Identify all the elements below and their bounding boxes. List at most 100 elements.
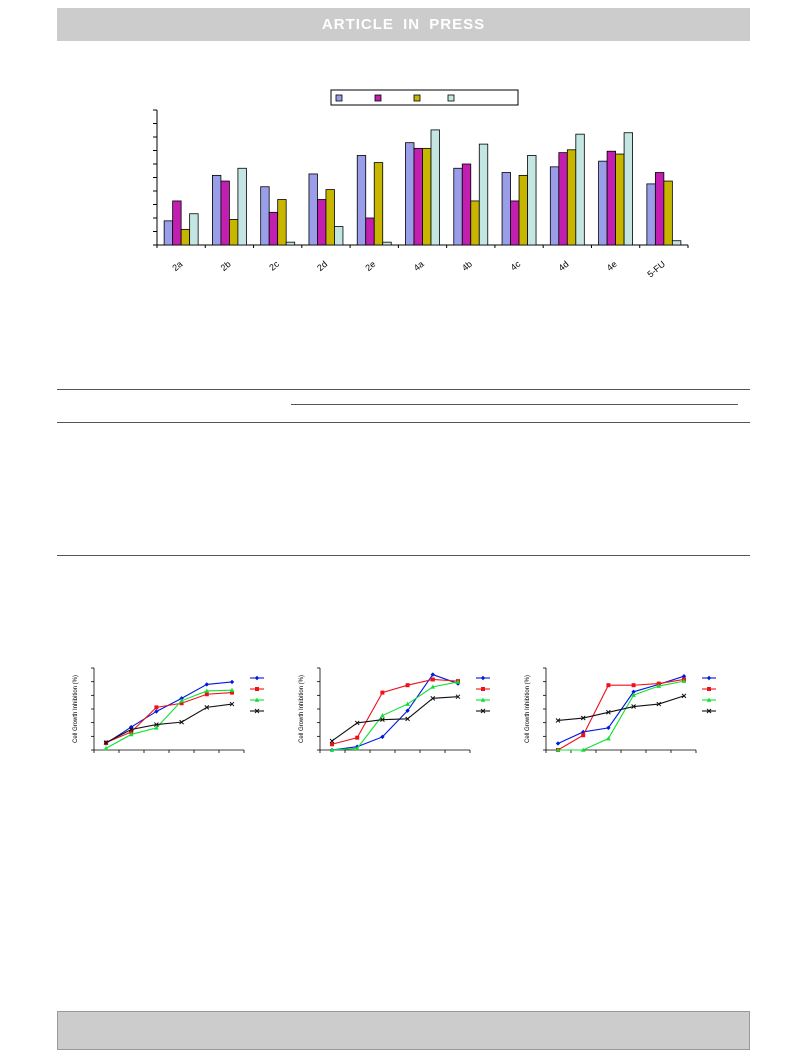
legend-marker [707,687,711,691]
legend-marker [706,675,712,681]
data-point [229,687,235,692]
line-chart-3: Cell Growth Inhibition (%) [525,667,716,753]
bar [285,241,296,246]
legend-marker-stroke [706,708,712,714]
x-tick-label: 2b [219,259,233,273]
data-point-stroke [204,705,210,710]
data-point [129,729,134,734]
data-point [405,683,410,688]
legend-swatch [413,94,421,102]
bar [237,167,247,246]
series-line [331,696,459,742]
data-point [329,747,335,752]
data-point [204,688,210,693]
x-tick-label: 4d [557,259,571,273]
data-point-stroke [580,715,586,721]
bar [308,173,318,246]
bar [172,200,182,246]
data-point [681,693,687,699]
bar [260,186,270,246]
bar [334,226,344,246]
table-bottom-rule [57,555,750,556]
bar [654,172,665,246]
data-point [103,740,109,745]
bar [470,200,480,246]
series-line [331,681,459,751]
data-point [103,745,109,751]
data-point-stroke [555,718,561,723]
y-axis-label: Cell Growth Inhibition (%) [299,675,305,743]
data-point-stroke [229,701,235,707]
legend-swatch [335,94,343,102]
bar [646,183,656,246]
x-tick-label: 5-FU [645,259,667,280]
legend-marker [706,697,712,702]
bar [373,162,384,246]
data-point [330,742,334,747]
bar-chart: 2a 2b 2c 2d 2e 4a 4b 4c 4d 4e 5-FU [153,89,689,280]
data-point [154,722,159,727]
bar [518,174,528,246]
series-line [105,689,233,749]
data-point [555,718,561,723]
line-chart-1: Cell Growth Inhibition (%) [73,667,264,753]
footer-bar [57,1011,750,1050]
data-point-stroke [681,693,687,699]
data-point [204,682,209,687]
data-point [430,695,436,701]
y-axis-label: Cell Growth Inhibition (%) [73,675,79,743]
data-point-stroke [354,720,360,726]
bar [422,147,432,246]
data-point [455,679,461,684]
series-line [558,680,685,751]
data-point [230,690,234,695]
data-point-stroke [380,717,385,723]
x-tick-label: 2a [170,259,184,273]
bar [220,180,230,246]
bar [598,160,608,246]
data-point [204,705,210,710]
data-point [179,701,184,706]
data-point-stroke [179,719,184,725]
bar [453,167,463,246]
bar [606,150,616,246]
data-point [631,704,636,709]
x-tick-label: 4e [605,259,619,273]
legend-marker [706,708,712,714]
legend-swatch [374,94,382,102]
x-tick-label: 4b [460,259,474,273]
data-point [606,736,611,741]
legend-marker [480,697,486,702]
bar [180,228,191,246]
data-point [355,735,360,740]
legend-marker [480,675,486,681]
data-point [555,741,561,746]
data-point [154,725,159,730]
bar [461,163,472,246]
legend-marker [254,697,260,702]
data-point-stroke [128,727,134,732]
data-point-stroke [430,695,436,701]
data-point-stroke [103,740,109,745]
data-point [380,717,385,723]
x-tick-label: 4c [509,259,523,273]
data-point [430,684,436,689]
data-point [631,692,636,697]
line-chart-2: Cell Growth Inhibition (%) [299,667,490,753]
data-point [380,734,385,740]
data-point [380,713,385,718]
legend-marker-stroke [254,708,260,714]
x-tick-label: 4a [412,259,426,273]
data-point-stroke [631,704,636,709]
series-line [105,703,233,744]
data-point [656,701,662,707]
bar [671,240,682,246]
bar [365,217,375,246]
y-axis-label: Cell Growth Inhibition (%) [525,675,531,743]
data-point [329,738,335,744]
data-point [681,678,687,683]
data-point-stroke [154,722,159,727]
bar [317,199,327,246]
legend-marker-stroke [480,708,486,714]
banner-text: ARTICLE IN PRESS [321,16,486,33]
